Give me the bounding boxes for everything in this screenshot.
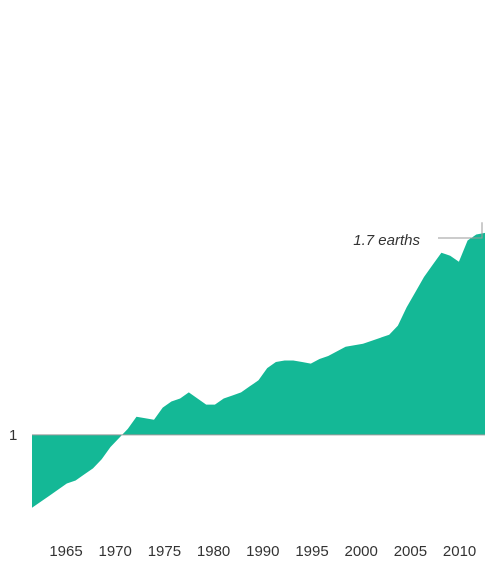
annotation: 1.7 earths [353, 222, 483, 249]
annotation-label: 1.7 earths [353, 232, 420, 249]
area-layer [32, 232, 485, 508]
footprint-area [32, 232, 485, 508]
x-tick-label: 1965 [49, 543, 82, 560]
x-tick-label: 1975 [148, 543, 181, 560]
x-axis-tick-labels: 1965 1970 1975 1980 1990 1995 2000 2005 2010 [49, 543, 476, 560]
x-tick-label: 2005 [394, 543, 427, 560]
x-tick-label: 1990 [246, 543, 279, 560]
x-tick-label: 1980 [197, 543, 230, 560]
annotation-leader-line [438, 222, 483, 239]
x-tick-label: 2010 [443, 543, 476, 560]
x-tick-label: 1970 [99, 543, 132, 560]
x-tick-label: 2000 [345, 543, 378, 560]
reference-value-label: 1 [9, 427, 17, 444]
x-tick-label: 1995 [295, 543, 328, 560]
